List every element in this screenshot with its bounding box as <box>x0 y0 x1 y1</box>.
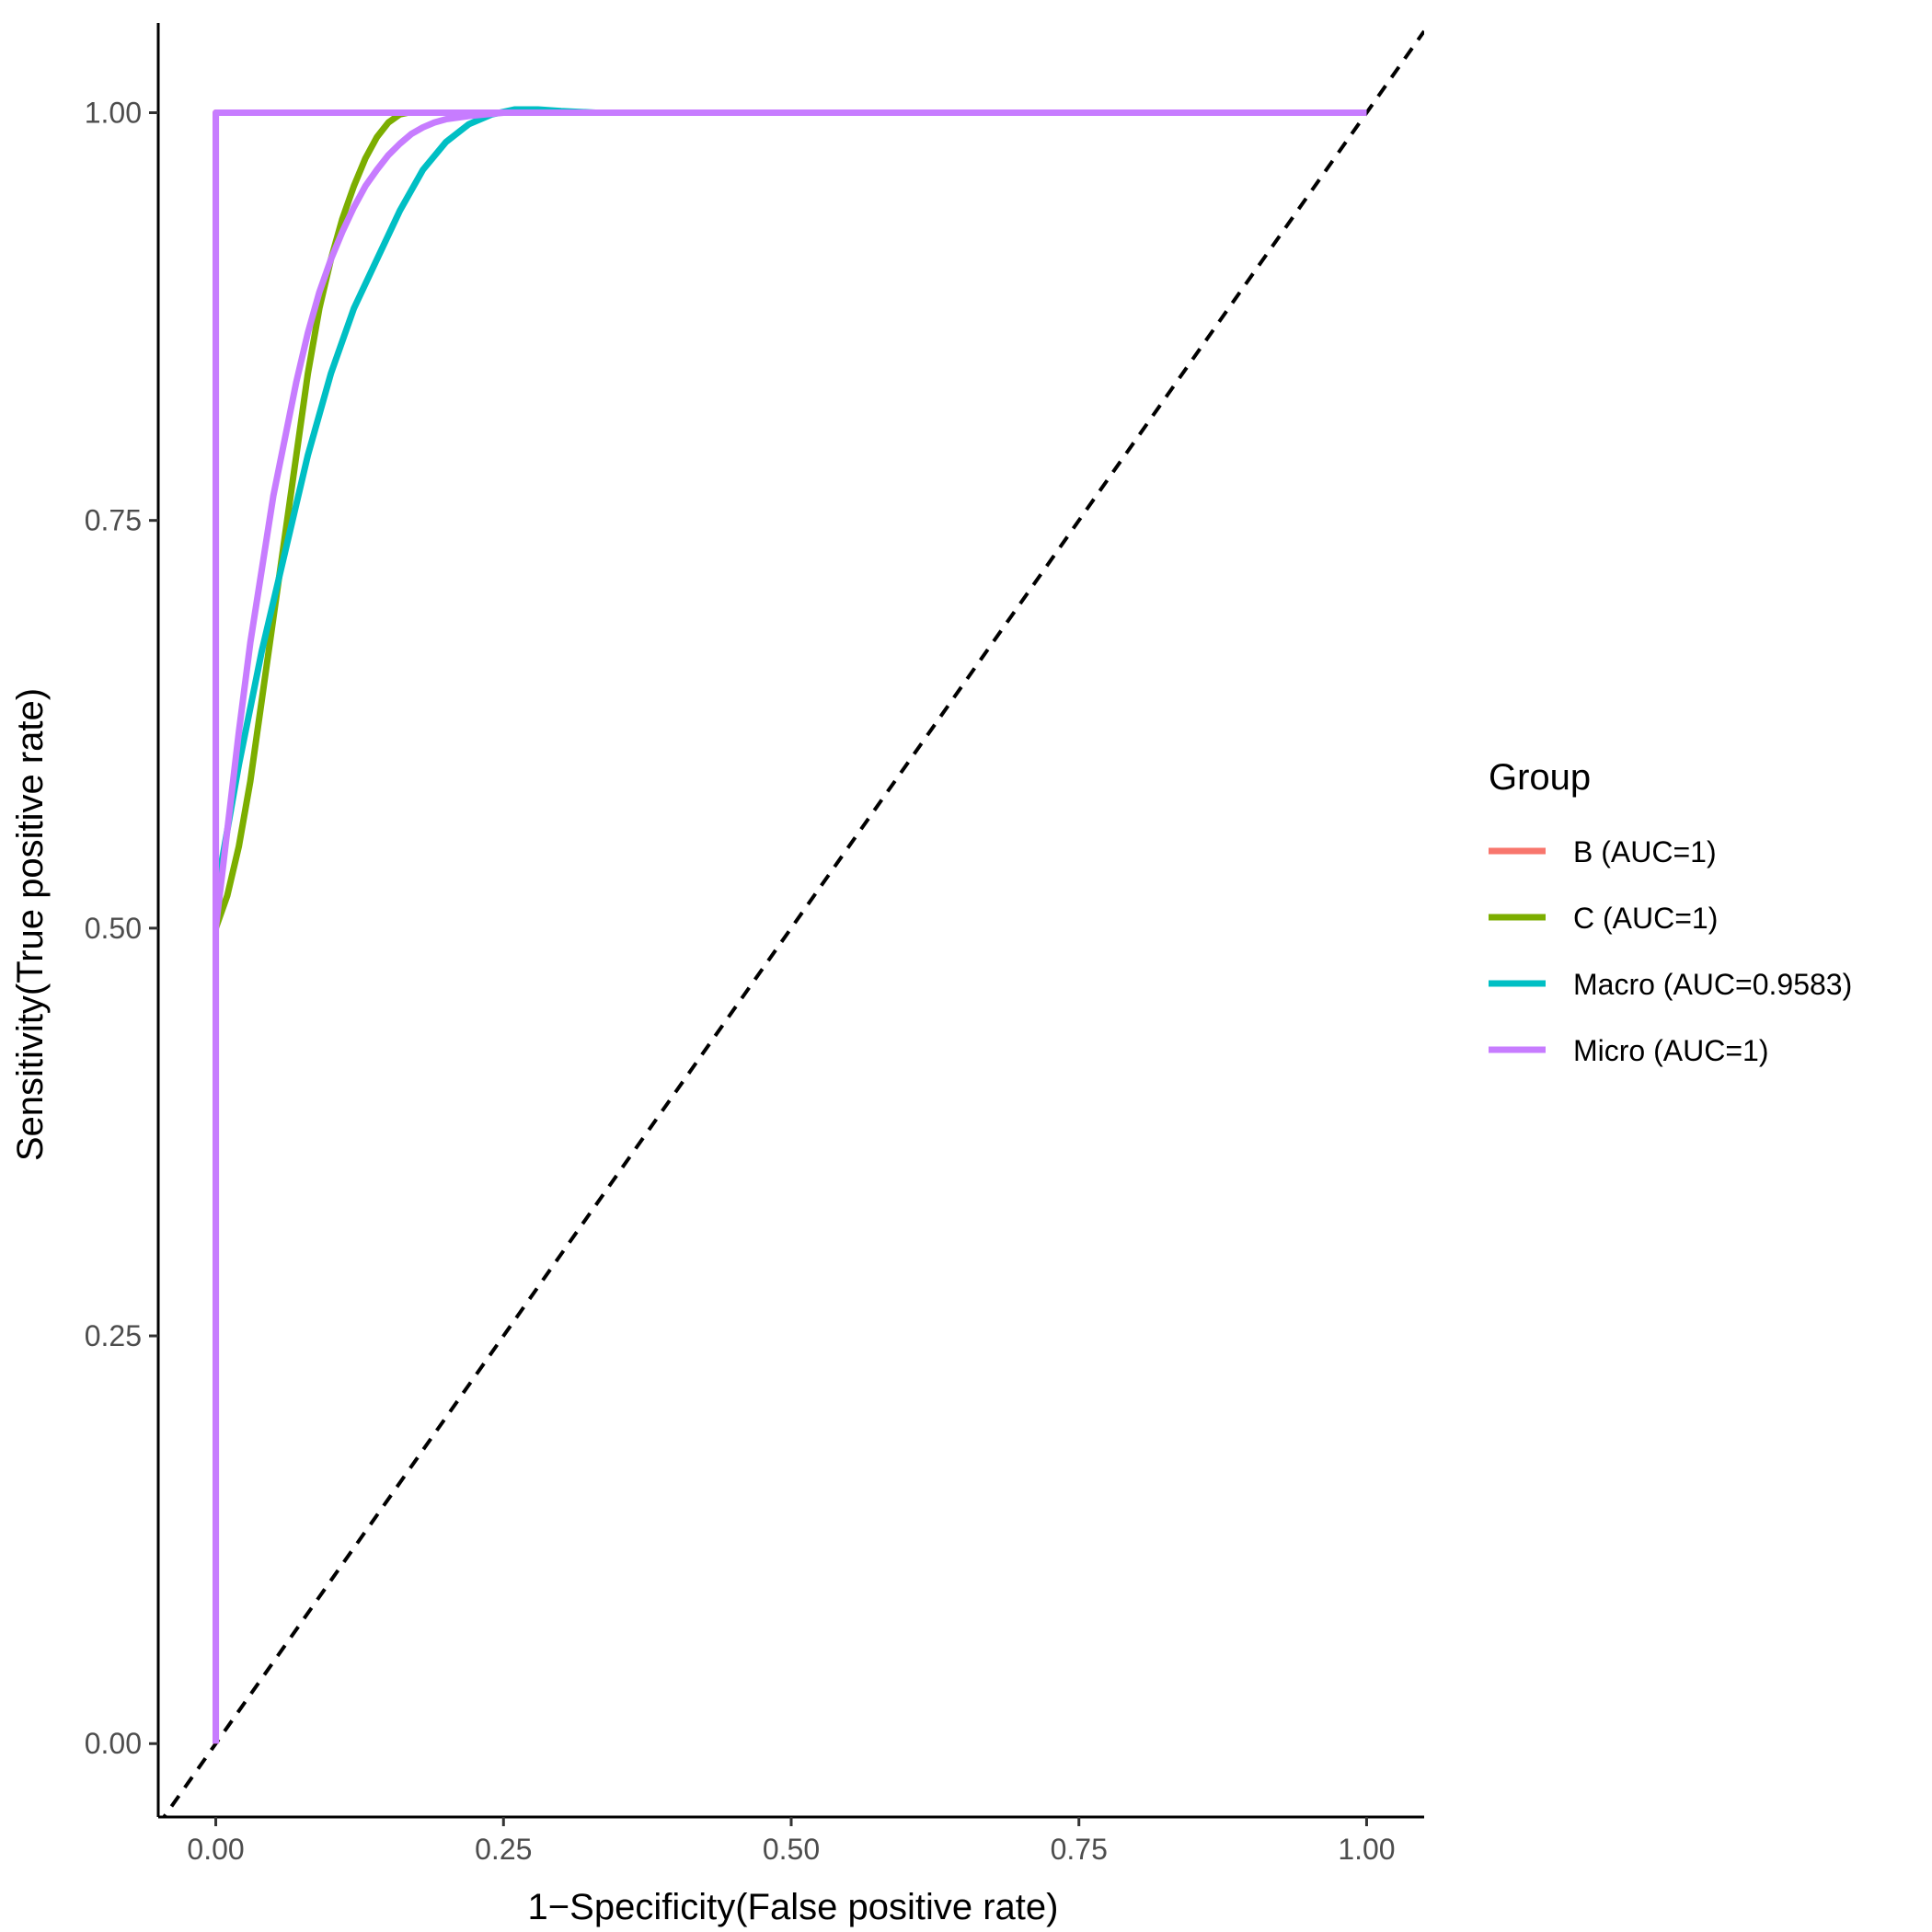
y-tick-label: 0.75 <box>85 504 142 537</box>
x-tick-label: 0.25 <box>475 1833 532 1866</box>
x-tick-label: 0.50 <box>763 1833 820 1866</box>
y-tick-label: 1.00 <box>85 97 142 130</box>
legend-label: Micro (AUC=1) <box>1573 1034 1768 1067</box>
y-tick-label: 0.25 <box>85 1319 142 1352</box>
legend-label: Macro (AUC=0.9583) <box>1573 968 1852 1001</box>
series-line-micro-auc-1-smooth <box>213 109 1367 929</box>
x-axis-title: 1−Specificity(False positive rate) <box>528 1887 1059 1927</box>
plot-area <box>161 29 1424 1817</box>
legend-label: C (AUC=1) <box>1573 902 1718 935</box>
y-tick-label: 0.50 <box>85 912 142 945</box>
axes: 0.00 0.25 0.50 0.75 1.00 0.00 0.25 0.50 0.75 1.00 <box>85 23 1424 1866</box>
y-tick-label: 0.00 <box>85 1727 142 1760</box>
reference-diagonal-line <box>161 29 1424 1817</box>
x-tick-label: 0.00 <box>187 1833 244 1866</box>
y-axis-title: Sensitivity(True positive rate) <box>10 688 51 1161</box>
legend: Group B (AUC=1) C (AUC=1) Macro (AUC=0.958… <box>1489 757 1852 1067</box>
legend-title: Group <box>1489 757 1591 798</box>
x-tick-label: 0.75 <box>1051 1833 1108 1866</box>
legend-label: B (AUC=1) <box>1573 835 1717 868</box>
x-tick-label: 1.00 <box>1338 1833 1395 1866</box>
